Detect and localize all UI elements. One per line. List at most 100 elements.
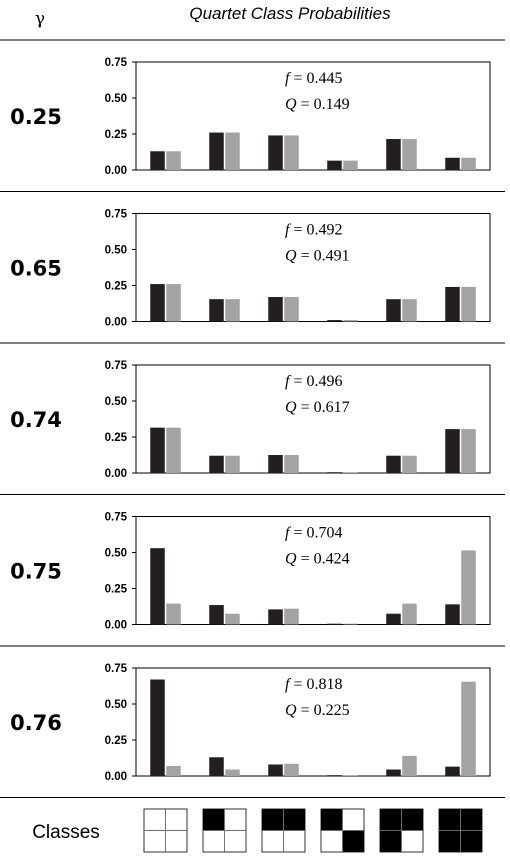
bar-light-class-4	[343, 320, 358, 322]
annotation-f: f = 0.704	[285, 525, 342, 542]
plot-frame	[135, 364, 491, 474]
plot-frame	[135, 213, 491, 322]
y-tick-label: 0.25	[105, 432, 128, 444]
bar-dark-class-3	[268, 135, 283, 170]
annotation-symbol: Q	[285, 702, 301, 719]
panel-4: 0.75 0.00 0.25 0.50 0.75 f = 0.704 Q = 0.424	[0, 512, 505, 647]
y-tick-label: 0.75	[105, 57, 128, 69]
annotation-f: f = 0.445	[285, 70, 342, 87]
bar-light-class-5	[402, 755, 417, 776]
gamma-value: 0.65	[10, 257, 62, 281]
bar-light-class-2	[225, 132, 240, 170]
bar-dark-class-6	[445, 157, 460, 170]
class-icon-2	[202, 808, 247, 853]
bar-dark-class-1	[150, 284, 165, 322]
class-icon-cell	[460, 830, 483, 853]
y-tick-label: 0.25	[105, 735, 128, 747]
class-icon-cell	[165, 808, 188, 831]
bar-light-class-3	[284, 297, 299, 322]
bar-light-class-5	[402, 139, 417, 170]
annotation-Q: Q = 0.617	[285, 399, 350, 416]
gamma-column-header: γ	[35, 9, 45, 29]
class-icon-cell	[224, 830, 247, 853]
class-icon-cell	[379, 808, 402, 831]
y-tick-label: 0.25	[105, 129, 128, 141]
annotation-Q: Q = 0.424	[285, 551, 350, 568]
bar-light-class-4	[343, 160, 358, 170]
annotation-symbol: Q	[285, 248, 301, 265]
y-tick-label: 0.00	[105, 165, 127, 177]
bar-dark-class-6	[445, 604, 460, 625]
bar-dark-class-3	[268, 609, 283, 625]
class-icon-cell	[143, 830, 166, 853]
class-icon-cell	[261, 830, 284, 853]
class-icon-cell	[143, 808, 166, 831]
class-icons	[143, 808, 483, 853]
annotation-value: = 0.149	[301, 96, 350, 113]
y-tick-label: 0.50	[105, 93, 127, 105]
annotation-f: f = 0.818	[285, 676, 342, 693]
class-icon-cell	[320, 830, 343, 853]
bar-dark-class-1	[150, 548, 165, 625]
bar-dark-class-5	[386, 299, 401, 322]
bar-light-class-2	[225, 769, 240, 776]
bar-dark-class-1	[150, 679, 165, 776]
bar-dark-class-4	[327, 160, 342, 170]
y-tick-label: 0.75	[105, 209, 128, 221]
annotation-value: = 0.424	[301, 551, 350, 568]
y-tick-label: 0.25	[105, 281, 128, 293]
class-icon-cell	[283, 808, 306, 831]
class-icon-5	[379, 808, 424, 853]
bar-light-class-4	[343, 623, 358, 625]
bar-dark-class-1	[150, 151, 165, 170]
bar-dark-class-5	[386, 139, 401, 170]
annotation-symbol: f	[285, 222, 293, 239]
annotation-value: = 0.818	[293, 676, 342, 693]
bar-light-class-5	[402, 299, 417, 322]
y-tick-label: 0.75	[105, 360, 128, 372]
class-icon-cell	[342, 808, 365, 831]
gamma-value: 0.76	[10, 711, 62, 735]
annotation-symbol: Q	[285, 399, 301, 416]
panel-5: 0.76 0.00 0.25 0.50 0.75 f = 0.818 Q = 0.225	[0, 663, 505, 798]
chart-title: Quartet Class Probabilities	[189, 4, 391, 23]
class-icon-cell	[438, 830, 461, 853]
y-tick-label: 0.50	[105, 245, 127, 257]
annotation-value: = 0.617	[301, 399, 350, 416]
annotation-Q: Q = 0.225	[285, 702, 350, 719]
class-icon-cell	[320, 808, 343, 831]
annotation-value: = 0.496	[293, 373, 342, 390]
bar-dark-class-3	[268, 297, 283, 322]
panel-1: 0.25 0.00 0.25 0.50 0.75 f = 0.445 Q = 0.149	[0, 57, 505, 192]
annotation-symbol: Q	[285, 96, 301, 113]
bar-light-class-2	[225, 299, 240, 322]
bar-light-class-1	[166, 151, 181, 170]
class-icon-1	[143, 808, 188, 853]
bar-light-class-2	[225, 455, 240, 473]
panel-3: 0.74 0.00 0.25 0.50 0.75 f = 0.496 Q = 0.617	[0, 360, 505, 495]
plot-frame	[135, 61, 491, 171]
bar-light-class-1	[166, 427, 181, 473]
y-tick-label: 0.25	[105, 584, 128, 596]
class-icon-cell	[202, 808, 225, 831]
bar-light-class-5	[402, 603, 417, 625]
annotation-value: = 0.704	[293, 525, 342, 542]
gamma-value: 0.74	[10, 408, 62, 432]
annotation-f: f = 0.492	[285, 222, 342, 239]
gamma-value: 0.25	[10, 105, 62, 129]
class-icon-3	[261, 808, 306, 853]
annotation-symbol: Q	[285, 551, 301, 568]
bar-dark-class-5	[386, 769, 401, 776]
class-icon-cell	[379, 830, 402, 853]
bar-dark-class-3	[268, 455, 283, 473]
annotation-Q: Q = 0.491	[285, 248, 350, 265]
annotation-symbol: f	[285, 373, 293, 390]
bar-dark-class-2	[209, 757, 224, 776]
bar-dark-class-4	[327, 775, 342, 776]
bar-light-class-3	[284, 608, 299, 625]
y-tick-label: 0.50	[105, 396, 127, 408]
plot-frame	[135, 516, 491, 625]
annotation-value: = 0.492	[293, 222, 342, 239]
y-tick-label: 0.50	[105, 699, 127, 711]
